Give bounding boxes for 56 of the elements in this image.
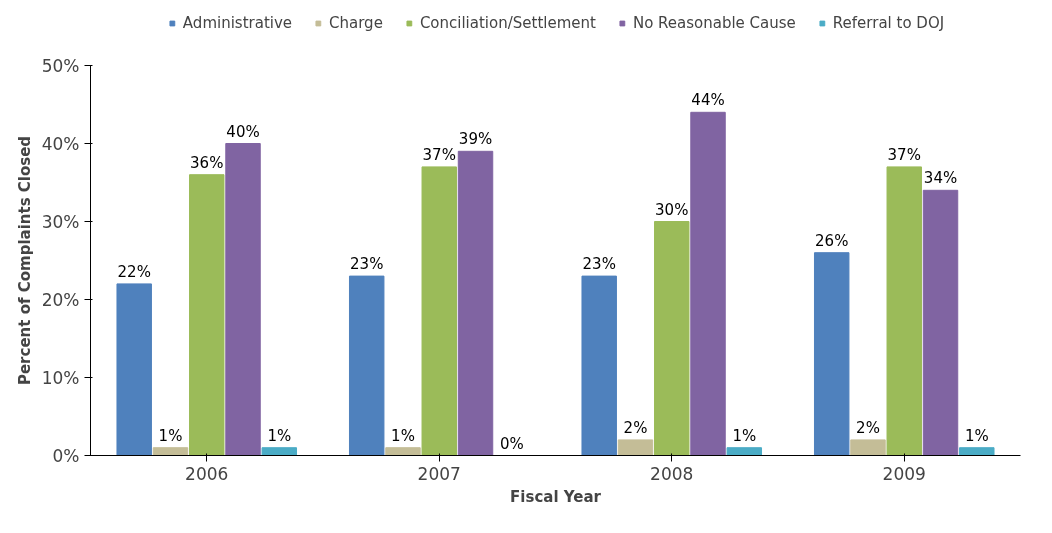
bar — [457, 150, 494, 456]
y-tick-label: 20% — [41, 289, 80, 310]
y-tick-label: 50% — [41, 55, 80, 76]
bar — [225, 143, 261, 456]
data-label: 36% — [190, 153, 224, 172]
legend-label: Referral to DOJ — [832, 13, 945, 32]
x-tick-label: 2007 — [417, 463, 461, 484]
y-tick-label: 10% — [41, 367, 80, 388]
y-tick-label: 30% — [41, 211, 80, 232]
legend-label: Administrative — [182, 13, 293, 32]
bar — [922, 189, 959, 456]
data-label: 1% — [732, 426, 757, 445]
data-label: 1% — [964, 426, 989, 445]
y-tick-label: 40% — [41, 133, 80, 154]
data-label: 44% — [691, 91, 725, 110]
legend-label: Charge — [329, 13, 383, 32]
bar — [189, 174, 225, 456]
data-label: 37% — [422, 145, 456, 164]
bar — [581, 275, 617, 456]
data-label: 37% — [887, 145, 921, 164]
data-label: 2% — [856, 418, 880, 437]
data-label: 23% — [350, 255, 384, 274]
bar — [850, 439, 886, 456]
bar — [421, 166, 457, 456]
data-label: 26% — [815, 231, 849, 250]
bar — [654, 221, 690, 456]
x-tick-label: 2006 — [185, 463, 229, 484]
x-axis-title: Fiscal Year — [510, 487, 602, 506]
legend-label: Conciliation/Settlement — [419, 13, 596, 32]
x-tick-label: 2008 — [650, 463, 694, 484]
bar — [261, 447, 298, 456]
legend-label: No Reasonable Cause — [632, 13, 796, 32]
bar — [385, 447, 421, 456]
bar — [617, 439, 654, 456]
data-label: 22% — [117, 262, 151, 281]
data-label: 39% — [458, 130, 493, 149]
data-label: 40% — [226, 122, 260, 141]
bar — [726, 447, 763, 456]
bar — [690, 111, 726, 456]
data-label: 1% — [391, 426, 415, 445]
bar — [886, 166, 922, 456]
data-label: 1% — [158, 426, 183, 445]
bar — [348, 275, 385, 456]
data-label: 2% — [623, 418, 648, 437]
data-label: 0% — [499, 434, 524, 453]
data-label: 30% — [655, 200, 689, 219]
data-label: 34% — [923, 169, 958, 188]
data-label: 1% — [267, 426, 292, 445]
data-label: 23% — [582, 255, 616, 274]
bar — [813, 252, 850, 456]
y-tick-label: 0% — [52, 445, 80, 466]
bar — [152, 447, 189, 456]
y-axis-title: Percent of Complaints Closed — [15, 135, 34, 386]
x-tick-label: 2009 — [882, 463, 926, 484]
bar — [116, 283, 152, 456]
bar — [959, 447, 995, 456]
